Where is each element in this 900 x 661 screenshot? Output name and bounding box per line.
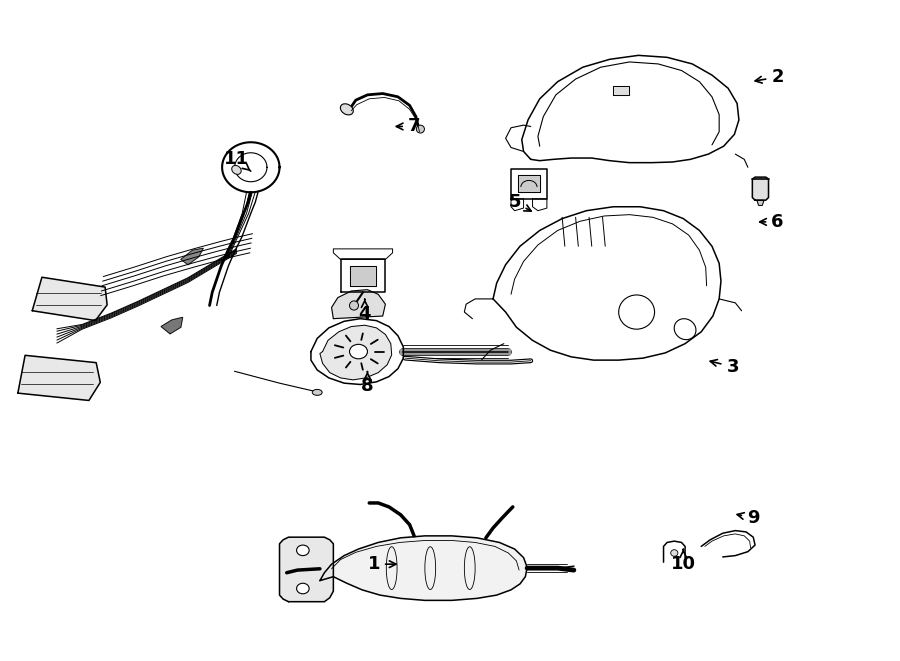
Text: 5: 5 (508, 193, 531, 211)
Text: 11: 11 (224, 150, 251, 171)
Ellipse shape (670, 550, 678, 557)
Text: 9: 9 (737, 509, 760, 527)
Text: 2: 2 (755, 68, 784, 86)
Polygon shape (320, 325, 392, 380)
Polygon shape (349, 266, 376, 286)
Polygon shape (493, 207, 721, 360)
Ellipse shape (312, 389, 322, 395)
Text: 4: 4 (358, 299, 371, 323)
Polygon shape (32, 277, 107, 321)
Polygon shape (533, 199, 547, 211)
Ellipse shape (349, 344, 367, 359)
Polygon shape (333, 249, 392, 259)
Polygon shape (511, 199, 524, 211)
Polygon shape (18, 356, 100, 401)
Polygon shape (511, 169, 547, 199)
Text: 7: 7 (396, 118, 420, 136)
Ellipse shape (297, 545, 309, 556)
Text: 10: 10 (670, 549, 696, 573)
Polygon shape (161, 317, 183, 334)
Ellipse shape (349, 301, 358, 310)
Ellipse shape (297, 583, 309, 594)
Text: 3: 3 (710, 358, 739, 375)
Polygon shape (310, 319, 403, 385)
Text: 8: 8 (361, 372, 374, 395)
Ellipse shape (231, 165, 241, 175)
Polygon shape (320, 536, 527, 600)
Ellipse shape (417, 125, 425, 133)
Polygon shape (757, 200, 764, 206)
Polygon shape (340, 259, 385, 292)
Polygon shape (613, 86, 629, 95)
Ellipse shape (618, 295, 654, 329)
Polygon shape (280, 537, 333, 602)
Polygon shape (522, 56, 739, 163)
Text: 1: 1 (367, 555, 396, 573)
Polygon shape (518, 175, 540, 192)
Ellipse shape (340, 104, 354, 115)
Text: 6: 6 (760, 213, 784, 231)
Ellipse shape (674, 319, 696, 340)
Polygon shape (752, 177, 769, 200)
Polygon shape (181, 249, 203, 264)
Polygon shape (331, 290, 385, 319)
